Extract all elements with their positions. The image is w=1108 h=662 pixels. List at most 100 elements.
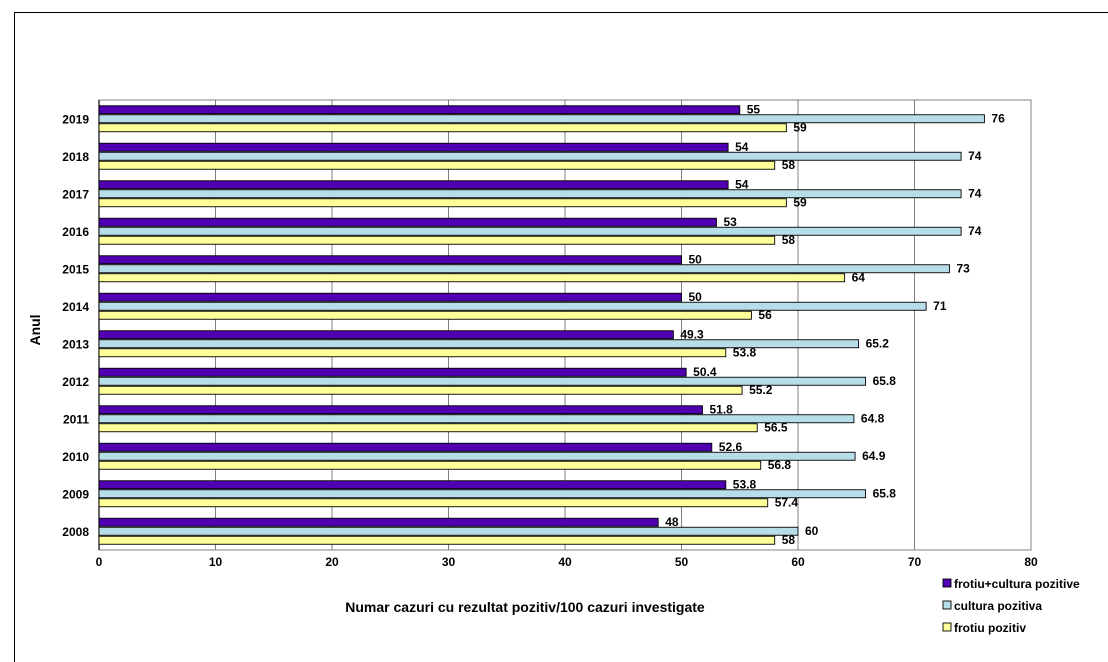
y-tick-label: 2010	[62, 450, 89, 464]
bar-2015-2	[98, 264, 950, 274]
legend: frotiu+cultura pozitive cultura pozitiva f…	[942, 577, 1080, 635]
x-tick-label: 30	[442, 555, 456, 569]
bar-2014-1	[98, 292, 682, 302]
data-label: 50	[689, 290, 703, 304]
data-label: 57.4	[775, 495, 799, 509]
x-tick-label: 0	[96, 555, 103, 569]
data-label: 59	[793, 120, 807, 134]
bar-2012-3	[98, 385, 743, 395]
data-label: 50.4	[693, 365, 717, 379]
bar-2014-3	[98, 310, 752, 320]
y-tick-label: 2019	[62, 112, 89, 126]
bar-2008-2	[98, 526, 799, 536]
data-label: 74	[968, 186, 982, 200]
bar-2008-3	[98, 535, 776, 545]
y-tick-label: 2012	[62, 375, 89, 389]
x-tick-label: 40	[558, 555, 572, 569]
data-label: 71	[933, 299, 947, 313]
bar-2011-3	[98, 423, 758, 433]
data-label: 74	[968, 149, 982, 163]
bar-2010-3	[98, 460, 762, 470]
bar-2017-3	[98, 198, 787, 208]
data-label: 54	[735, 140, 749, 154]
bar-2015-3	[98, 273, 846, 283]
legend-label: frotiu pozitiv	[954, 621, 1026, 635]
bar-2009-1	[98, 480, 727, 490]
data-label: 55.2	[749, 383, 773, 397]
bar-2016-3	[98, 235, 776, 245]
bar-2009-2	[98, 489, 867, 499]
data-label: 76	[991, 111, 1005, 125]
x-tick-label: 20	[325, 555, 339, 569]
x-tick-label: 50	[675, 555, 689, 569]
data-label: 65.8	[873, 486, 897, 500]
legend-label: cultura pozitiva	[954, 599, 1042, 613]
bar-2013-1	[98, 330, 674, 340]
data-label: 53.8	[733, 477, 757, 491]
data-label: 55	[747, 102, 761, 116]
data-label: 49.3	[680, 327, 704, 341]
bar-2009-3	[98, 498, 769, 508]
legend-swatch	[942, 600, 952, 610]
data-label: 64.8	[861, 411, 885, 425]
y-axis-title: Anul	[27, 314, 43, 345]
bar-2008-1	[98, 517, 659, 527]
bar-2010-2	[98, 451, 856, 461]
data-label: 74	[968, 224, 982, 238]
data-label: 65.8	[873, 374, 897, 388]
bar-2019-2	[98, 114, 985, 124]
bar-2013-2	[98, 339, 860, 349]
x-tick-label: 80	[1024, 555, 1038, 569]
bar-2017-2	[98, 189, 962, 199]
data-label: 56	[758, 308, 772, 322]
legend-label: frotiu+cultura pozitive	[954, 577, 1080, 591]
data-label: 48	[665, 515, 679, 529]
bar-2016-2	[98, 226, 962, 236]
data-label: 59	[793, 195, 807, 209]
bars	[98, 105, 985, 545]
y-tick-labels: 2019 2018 2017 2016 2015 2014 2013 2012 2011 2010…	[62, 112, 89, 539]
x-tick-labels: 0 10 20 30 40 50 60 70 80	[96, 555, 1038, 569]
bar-2011-2	[98, 414, 855, 424]
y-tick-label: 2009	[62, 487, 89, 501]
data-label: 50	[689, 252, 703, 266]
bar-2019-3	[98, 123, 787, 133]
bar-2014-2	[98, 301, 927, 311]
legend-swatch	[942, 622, 952, 632]
y-tick-label: 2016	[62, 225, 89, 239]
data-label: 53	[723, 215, 737, 229]
bar-2017-1	[98, 180, 729, 190]
bar-2012-2	[98, 376, 867, 386]
x-tick-label: 60	[791, 555, 805, 569]
data-label: 65.2	[866, 336, 890, 350]
bar-2012-1	[98, 367, 687, 377]
bar-2018-3	[98, 160, 776, 170]
data-label: 56.8	[768, 458, 792, 472]
y-tick-label: 2011	[63, 412, 89, 426]
y-tick-label: 2015	[62, 262, 89, 276]
y-tick-label: 2008	[62, 525, 89, 539]
data-label: 51.8	[709, 402, 733, 416]
bar-2016-1	[98, 217, 717, 227]
legend-swatch	[942, 578, 952, 588]
data-label: 52.6	[719, 440, 743, 454]
data-label: 64.9	[862, 449, 886, 463]
y-tick-label: 2014	[62, 300, 89, 314]
data-label: 60	[805, 524, 819, 538]
y-tick-label: 2017	[62, 187, 89, 201]
x-axis-title: Numar cazuri cu rezultat pozitiv/100 caz…	[345, 599, 705, 615]
grid-lines	[98, 99, 1032, 551]
y-tick-label: 2013	[62, 337, 89, 351]
bar-2018-1	[98, 142, 729, 152]
x-tick-label: 70	[908, 555, 922, 569]
y-tick-label: 2018	[62, 150, 89, 164]
data-label: 58	[782, 158, 796, 172]
data-labels: 55 76 59 54 74 58 54 74 59 53 74 58 50 73 64 50 71 56 49.3…	[665, 102, 1005, 547]
chart-frame	[14, 12, 1108, 662]
data-label: 73	[956, 261, 970, 275]
data-label: 58	[782, 233, 796, 247]
bar-2013-3	[98, 348, 727, 358]
data-label: 58	[782, 533, 796, 547]
x-tick-label: 10	[209, 555, 223, 569]
